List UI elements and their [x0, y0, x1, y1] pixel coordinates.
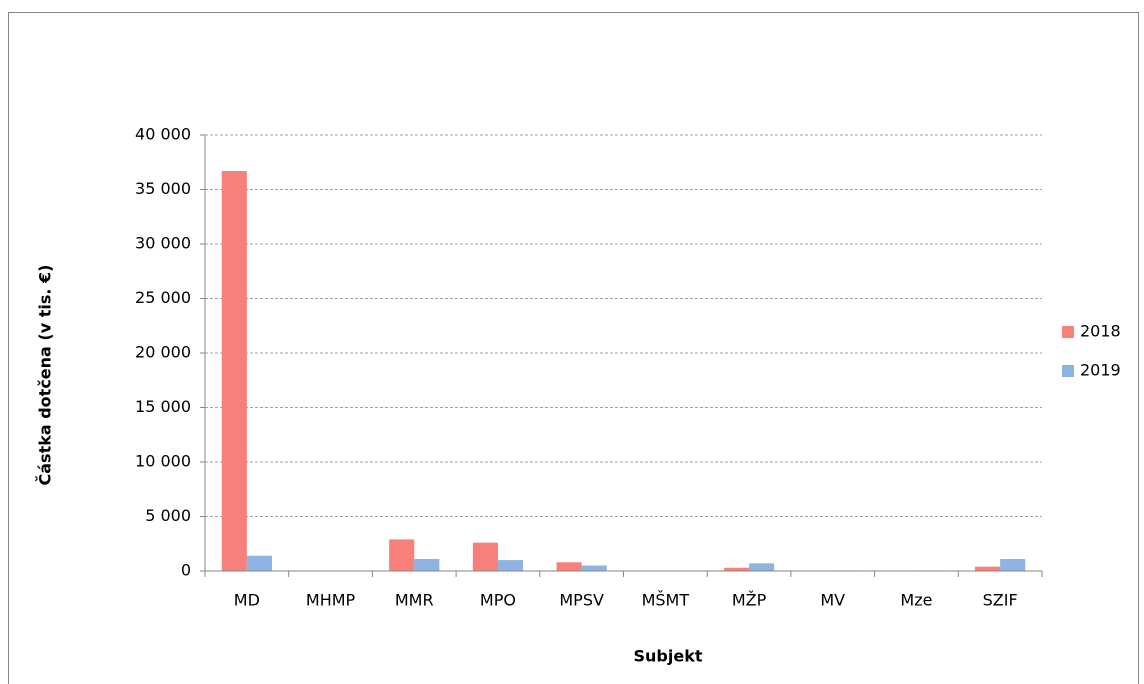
- x-tick-label: MPO: [480, 591, 516, 610]
- x-tick-label: MHMP: [306, 591, 356, 610]
- y-tick-label: 40 000: [135, 125, 191, 144]
- y-tick-label: 30 000: [135, 234, 191, 253]
- x-tick-label: MMR: [395, 591, 434, 610]
- legend-label: 2018: [1080, 322, 1121, 341]
- x-tick-label: MPSV: [559, 591, 604, 610]
- y-tick-label: 0: [181, 561, 191, 580]
- y-tick-label: 5 000: [145, 506, 191, 525]
- bar: [389, 539, 415, 571]
- y-tick-label: 25 000: [135, 288, 191, 307]
- y-tick-label: 10 000: [135, 452, 191, 471]
- bar: [975, 566, 1001, 571]
- bar: [497, 560, 524, 571]
- bar: [246, 555, 272, 571]
- x-tick-label: SZIF: [983, 591, 1018, 610]
- y-tick-label: 20 000: [135, 343, 191, 362]
- x-tick-label: MV: [820, 591, 845, 610]
- y-tick-label: 35 000: [135, 179, 191, 198]
- bar: [472, 542, 498, 571]
- legend-swatch: [1062, 365, 1074, 377]
- bar: [556, 562, 582, 571]
- bar: [581, 565, 607, 571]
- x-tick-label: MD: [234, 591, 260, 610]
- x-tick-label: MŠMT: [642, 591, 690, 610]
- x-tick-label: Mze: [900, 591, 932, 610]
- x-axis-label: Subjekt: [634, 647, 703, 666]
- x-tick-label: MŽP: [732, 591, 767, 610]
- legend-label: 2019: [1080, 361, 1121, 380]
- bar: [414, 559, 440, 571]
- bar: [221, 170, 247, 571]
- y-axis-label: Částka dotčena (v tis. €): [36, 265, 55, 486]
- y-tick-label: 15 000: [135, 397, 191, 416]
- chart-frame: [8, 12, 1139, 684]
- legend-swatch: [1062, 326, 1074, 338]
- bar: [1000, 559, 1026, 571]
- bar: [749, 563, 775, 571]
- bar: [723, 567, 750, 571]
